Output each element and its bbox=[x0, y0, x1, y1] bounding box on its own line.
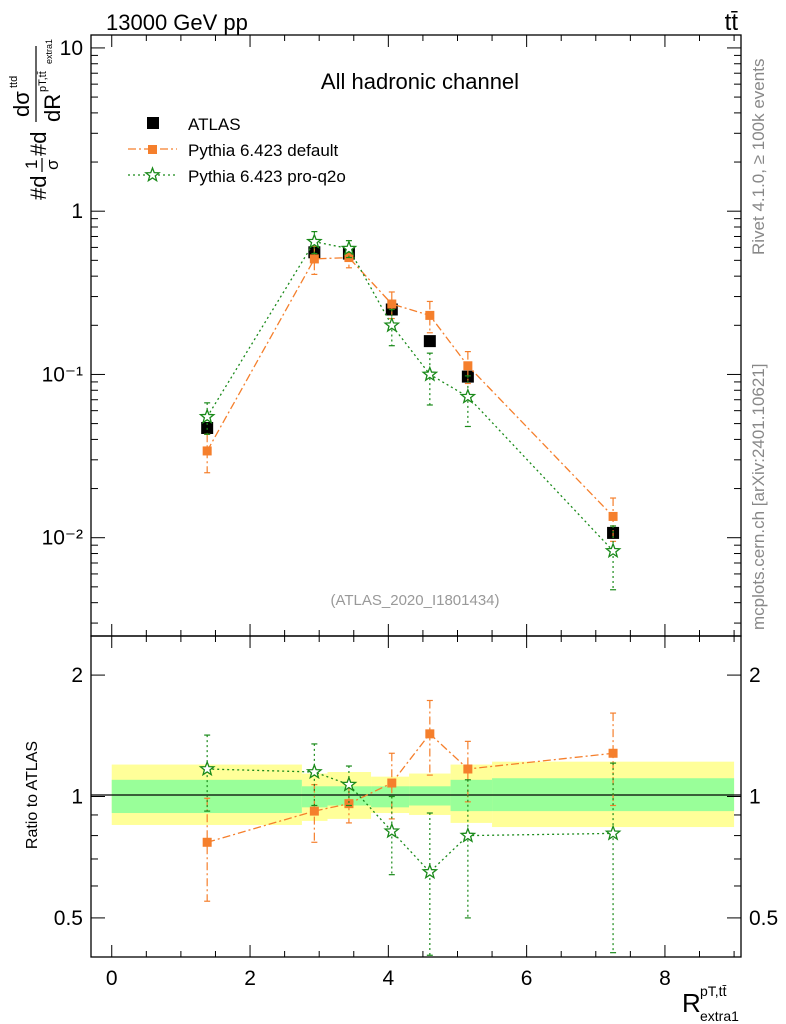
x-tick-label: 6 bbox=[521, 967, 533, 990]
legend-marker-q2o bbox=[144, 166, 161, 183]
svg-text:dR: dR bbox=[40, 94, 65, 122]
main-panel-ticks: 10 1 10⁻¹ 10⁻² bbox=[42, 35, 741, 636]
data-point-q2o bbox=[198, 407, 216, 424]
x-tick-label: 4 bbox=[382, 967, 394, 990]
svg-text:dσ: dσ bbox=[9, 91, 34, 117]
data-point-default bbox=[608, 511, 618, 521]
data-point-default bbox=[463, 361, 473, 371]
data-point-q2o bbox=[340, 239, 358, 256]
data-point-default bbox=[387, 299, 397, 309]
x-axis-label-sup: pT,tt̄ bbox=[700, 983, 727, 999]
ratio-point-default bbox=[608, 748, 618, 758]
header-energy: 13000 GeV pp bbox=[106, 10, 248, 35]
legend-label-q2o: Pythia 6.423 pro-q2o bbox=[188, 167, 346, 186]
data-point-default bbox=[309, 254, 319, 264]
data-point-q2o bbox=[459, 387, 477, 404]
svg-text:pT,tt̄: pT,tt̄ bbox=[37, 71, 49, 92]
main-panel-data bbox=[198, 230, 622, 591]
ratio-point-q2o bbox=[305, 763, 323, 780]
svg-text:#d: #d bbox=[26, 132, 51, 156]
svg-text:1: 1 bbox=[22, 160, 41, 169]
ratio-band-stat bbox=[327, 786, 372, 806]
svg-text:σ: σ bbox=[43, 159, 62, 170]
x-tick-label: 0 bbox=[106, 967, 118, 990]
x-tick-label: 8 bbox=[659, 967, 671, 990]
y-tick-label: 1 bbox=[71, 200, 83, 223]
x-axis-label: R pT,tt̄ extra1 bbox=[682, 983, 739, 1024]
data-point-default bbox=[425, 310, 435, 320]
ratio-band-stat bbox=[409, 786, 451, 806]
ratio-tick-label-left: 0.5 bbox=[54, 907, 83, 930]
x-axis-label-main: R bbox=[682, 988, 701, 1018]
ratio-tick-label-right: 2 bbox=[749, 664, 761, 687]
atlas-data-point bbox=[423, 335, 436, 348]
ratio-point-default bbox=[425, 729, 435, 739]
legend-marker-atlas bbox=[147, 117, 159, 129]
legend-label-default: Pythia 6.423 default bbox=[188, 141, 339, 160]
ratio-tick-label-right: 0.5 bbox=[749, 907, 778, 930]
legend-label-atlas: ATLAS bbox=[188, 115, 241, 134]
ratio-tick-label-right: 1 bbox=[749, 786, 761, 809]
ratio-point-q2o bbox=[421, 863, 439, 880]
data-point-q2o bbox=[604, 542, 622, 559]
ratio-point-q2o bbox=[198, 760, 216, 777]
chart-title: All hadronic channel bbox=[321, 69, 519, 94]
x-tick-label: 2 bbox=[244, 967, 256, 990]
analysis-label: (ATLAS_2020_I1801434) bbox=[330, 592, 499, 609]
ratio-point-q2o bbox=[459, 826, 477, 843]
y-tick-label: 10 bbox=[60, 37, 83, 60]
data-point-q2o bbox=[383, 316, 401, 333]
legend: ATLAS Pythia 6.423 default Pythia 6.423 … bbox=[128, 115, 346, 186]
rivet-label: Rivet 4.1.0, ≥ 100k events bbox=[749, 59, 768, 255]
y-axis-label: #d 1 σ #d dσ ttd dR pT,tt̄ extra1 bbox=[8, 39, 65, 200]
ratio-panel-data bbox=[198, 699, 622, 956]
header-process: tt̄ bbox=[725, 9, 739, 36]
data-point-default bbox=[202, 446, 212, 456]
data-point-q2o bbox=[421, 365, 439, 382]
ratio-point-q2o bbox=[383, 822, 401, 839]
ratio-point-default bbox=[202, 837, 212, 847]
ratio-tick-label-left: 2 bbox=[71, 664, 83, 687]
svg-text:#d: #d bbox=[26, 176, 51, 200]
ratio-tick-label-left: 1 bbox=[71, 786, 83, 809]
ratio-point-default bbox=[344, 799, 354, 809]
series-line-default bbox=[206, 256, 614, 517]
svg-text:ttd: ttd bbox=[8, 76, 20, 88]
ratio-panel-ticks: 0 2 4 6 8 2 2 1 1 0.5 0.5 bbox=[54, 636, 778, 990]
ratio-point-default bbox=[463, 764, 473, 774]
mcplots-label: mcplots.cern.ch [arXiv:2401.10621] bbox=[749, 364, 768, 630]
ratio-point-q2o bbox=[604, 824, 622, 841]
svg-text:extra1: extra1 bbox=[44, 39, 54, 64]
x-axis-label-sub: extra1 bbox=[700, 1008, 739, 1024]
series-line-q2o bbox=[206, 240, 614, 552]
ratio-point-default bbox=[387, 778, 397, 788]
data-point-q2o bbox=[305, 232, 323, 249]
ratio-point-q2o bbox=[340, 775, 358, 792]
y-tick-label: 10⁻² bbox=[42, 527, 83, 550]
y-tick-label: 10⁻¹ bbox=[42, 363, 83, 386]
ratio-y-axis-label: Ratio to ATLAS bbox=[24, 741, 41, 849]
ratio-point-default bbox=[309, 806, 319, 816]
legend-marker-default bbox=[148, 145, 157, 154]
